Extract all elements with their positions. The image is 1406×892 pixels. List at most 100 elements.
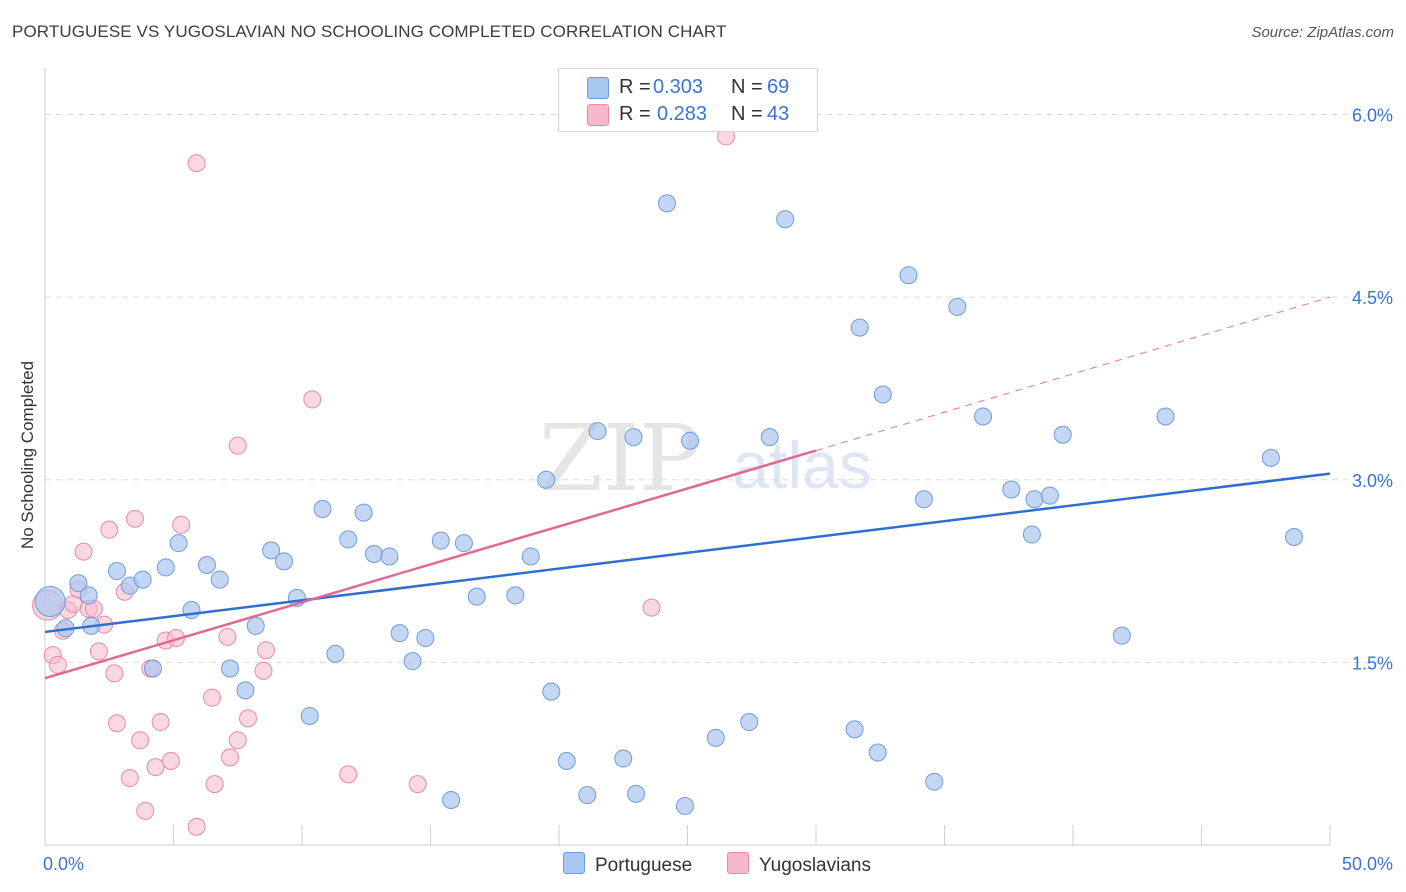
- yugoslavian-legend-label: Yugoslavians: [759, 855, 871, 876]
- portuguese-legend-label: Portuguese: [595, 855, 693, 876]
- portuguese-point: [588, 422, 607, 441]
- portuguese-point: [537, 470, 556, 489]
- watermark-zip: ZIP: [539, 405, 701, 512]
- portuguese-point: [1112, 626, 1131, 645]
- portuguese-point: [760, 428, 779, 447]
- portuguese-swatch: [563, 852, 585, 874]
- portuguese-point: [845, 720, 864, 739]
- chart-title: PORTUGUESE VS YUGOSLAVIAN NO SCHOOLING C…: [12, 22, 727, 41]
- portuguese-point: [557, 751, 576, 770]
- legend-r-label: R =: [619, 103, 651, 125]
- yugoslavian-swatch: [587, 104, 609, 126]
- portuguese-point: [914, 490, 933, 509]
- portuguese-point: [403, 652, 422, 671]
- bottom-legend-yugoslavians: Yugoslavians: [727, 852, 871, 877]
- yugoslavian-trend-line-extension: [815, 296, 1331, 452]
- portuguese-point: [506, 586, 525, 605]
- portuguese-point: [79, 586, 98, 605]
- portuguese-point: [1285, 527, 1304, 546]
- portuguese-point: [107, 562, 126, 581]
- portuguese-point: [1261, 448, 1280, 467]
- y-tick-label: 4.5%: [1352, 288, 1393, 308]
- portuguese-swatch: [587, 77, 609, 99]
- portuguese-point: [143, 659, 162, 678]
- portuguese-point: [169, 534, 188, 553]
- yugoslavian-point: [339, 765, 358, 784]
- correlation-legend: R = 0.303 N = 69 R = 0.283 N = 43: [558, 68, 818, 132]
- portuguese-point: [236, 681, 255, 700]
- portuguese-point: [1040, 486, 1059, 505]
- yugoslavian-point: [107, 714, 126, 733]
- yugoslavian-point: [74, 542, 93, 561]
- y-axis-label: No Schooling Completed: [18, 360, 37, 550]
- yugoslavian-point: [172, 515, 191, 534]
- yugoslavian-point: [239, 709, 258, 728]
- yugoslavian-point: [228, 436, 247, 455]
- portuguese-point: [1025, 490, 1044, 509]
- portuguese-point: [339, 530, 358, 549]
- portuguese-point: [624, 428, 643, 447]
- yugoslavian-point: [136, 801, 155, 820]
- watermark-atlas: atlas: [732, 428, 871, 502]
- portuguese-point: [380, 547, 399, 566]
- portuguese-trend-line: [44, 472, 1331, 634]
- portuguese-point: [34, 586, 66, 618]
- portuguese-point: [197, 555, 216, 574]
- portuguese-point: [275, 552, 294, 571]
- yugoslavian-point: [408, 775, 427, 794]
- portuguese-point: [578, 786, 597, 805]
- portuguese-point: [313, 499, 332, 518]
- portuguese-point: [925, 772, 944, 791]
- yugoslavian-point: [257, 641, 276, 660]
- portuguese-point: [1002, 480, 1021, 499]
- portuguese-point: [974, 407, 993, 426]
- portuguese-point: [740, 713, 759, 732]
- portuguese-point: [675, 797, 694, 816]
- yugoslavian-point: [254, 661, 273, 680]
- yugoslavian-point: [221, 748, 240, 767]
- portuguese-point: [354, 503, 373, 522]
- yugoslavian-point: [48, 655, 67, 674]
- yugoslavian-point: [105, 664, 124, 683]
- yugoslavian-point: [161, 751, 180, 770]
- portuguese-point: [262, 541, 281, 560]
- portuguese-point: [467, 587, 486, 606]
- yugoslavian-point: [125, 509, 144, 528]
- portuguese-point: [873, 385, 892, 404]
- portuguese-point: [326, 644, 345, 663]
- yugoslavian-point: [203, 688, 222, 707]
- portuguese-point: [776, 210, 795, 229]
- yugoslavian-point: [218, 627, 237, 646]
- legend-n-value: 69: [767, 76, 790, 98]
- portuguese-point: [390, 624, 409, 643]
- y-tick-label: 1.5%: [1352, 653, 1393, 673]
- bottom-legend-portuguese: Portuguese: [563, 852, 692, 877]
- yugoslavian-point: [151, 713, 170, 732]
- yugoslavian-trend-line: [44, 449, 817, 680]
- portuguese-point: [521, 547, 540, 566]
- portuguese-point: [868, 743, 887, 762]
- portuguese-point: [156, 558, 175, 577]
- portuguese-point: [706, 728, 725, 747]
- x-tick-label: 0.0%: [43, 854, 84, 874]
- portuguese-point: [364, 545, 383, 564]
- legend-r-label: R =: [619, 76, 651, 98]
- yugoslavian-point: [120, 769, 139, 788]
- yugoslavian-point: [89, 642, 108, 661]
- portuguese-point: [300, 706, 319, 725]
- portuguese-point: [133, 570, 152, 589]
- portuguese-point: [627, 784, 646, 803]
- legend-n-label: N =: [731, 76, 763, 98]
- portuguese-point: [681, 431, 700, 450]
- yugoslavian-point: [642, 598, 661, 617]
- portuguese-point: [442, 790, 461, 809]
- yugoslavian-swatch: [727, 852, 749, 874]
- legend-n-value: 43: [767, 103, 790, 125]
- yugoslavian-point: [146, 758, 165, 777]
- x-tick-label: 50.0%: [1342, 854, 1393, 874]
- portuguese-point: [657, 194, 676, 213]
- legend-r-value: 0.303: [653, 76, 704, 98]
- yugoslavian-point: [228, 731, 247, 750]
- portuguese-point: [221, 659, 240, 678]
- portuguese-point: [614, 749, 633, 768]
